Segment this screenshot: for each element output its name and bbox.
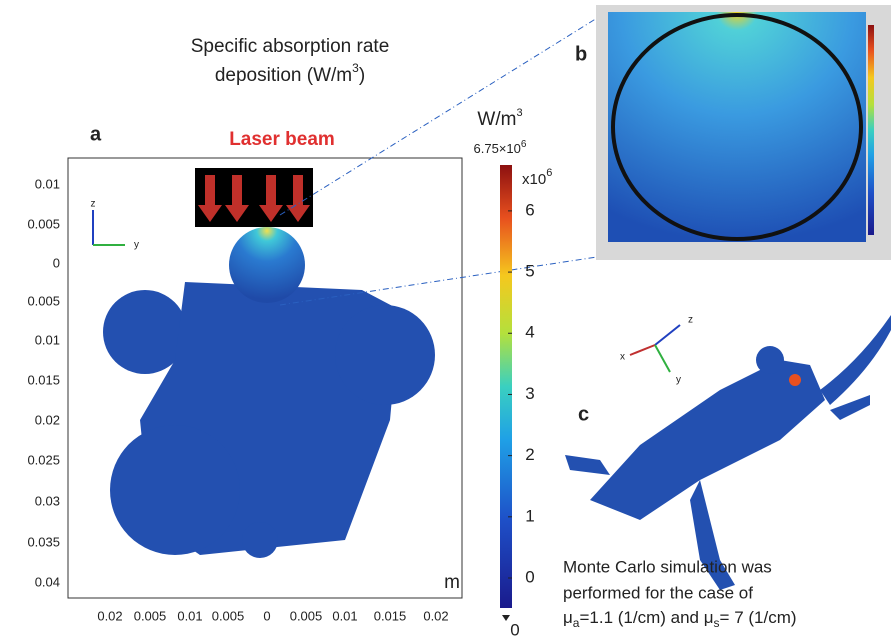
caption-line: performed for the case of [563, 583, 753, 602]
mouse-3d [565, 315, 891, 590]
inset-map [608, 12, 866, 242]
colorbar-max: 6.75×106 [474, 139, 527, 157]
text-part: W/m [477, 109, 516, 130]
text-part: 6 [521, 139, 527, 150]
y-tick-label: 0.035 [27, 534, 60, 549]
x-tick-label: 0.005 [134, 608, 167, 623]
x-tick-label: 0.005 [212, 608, 245, 623]
laser-label: Laser beam [229, 129, 335, 150]
colorbar-tick-label: 3 [525, 384, 534, 403]
colorbar-multiplier: x106 [522, 167, 552, 188]
text-part: x10 [522, 171, 546, 188]
text-part: 6 [546, 167, 552, 179]
axes-triad-3d: z x y [620, 315, 693, 386]
panel-label: a [90, 123, 102, 145]
colorbar-min: 0 [510, 620, 519, 639]
svg-text:y: y [676, 375, 681, 386]
colorbar-unit: W/m3 [477, 107, 522, 130]
title-line: Specific absorption rate [191, 36, 390, 57]
x-tick-label: 0.015 [374, 608, 407, 623]
x-tick-label: 0 [263, 608, 270, 623]
y-tick-label: 0.01 [35, 332, 60, 347]
colorbar-arrow [502, 615, 510, 621]
text-part: 6.75×10 [474, 141, 521, 156]
caption-line: Monte Carlo simulation was [563, 557, 772, 576]
y-tick-label: 0.025 [27, 452, 60, 467]
colorbar-tick-label: 0 [525, 567, 534, 586]
title-line: deposition (W/m3) [215, 61, 365, 86]
y-tick-label: 0.02 [35, 412, 60, 427]
svg-text:x: x [620, 352, 625, 363]
inset-colorbar [868, 25, 874, 235]
colorbar-tick-label: 5 [525, 262, 534, 281]
panel-label: b [575, 43, 587, 65]
colorbar-tick-label: 2 [525, 445, 534, 464]
x-tick-label: 0.01 [177, 608, 202, 623]
figure: z y z x y Specific absorption rate deposi… [0, 0, 891, 639]
x-tick-label: 0.02 [423, 608, 448, 623]
text-part: 3 [516, 107, 522, 119]
svg-text:y: y [134, 240, 139, 251]
svg-text:z: z [688, 315, 693, 326]
y-tick-label: 0 [53, 255, 60, 270]
text-part: deposition (W/m [215, 65, 352, 86]
text-part: μ [563, 608, 573, 627]
svg-text:z: z [91, 199, 96, 210]
y-tick-label: 0.03 [35, 493, 60, 508]
colorbar-tick-label: 1 [525, 506, 534, 525]
y-tick-label: 0.005 [27, 216, 60, 231]
panel-label: c [578, 403, 589, 425]
axis-unit: m [444, 572, 460, 593]
colorbar-tick-label: 4 [525, 323, 534, 342]
hot-spot [789, 374, 801, 386]
y-tick-label: 0.005 [27, 293, 60, 308]
x-tick-label: 0.01 [332, 608, 357, 623]
text-part: =1.1 (1/cm) and μ [579, 608, 713, 627]
text-part: = 7 (1/cm) [720, 608, 797, 627]
colorbar-tick-label: 6 [525, 200, 534, 219]
caption-line: μa=1.1 (1/cm) and μs= 7 (1/cm) [563, 608, 797, 630]
y-tick-label: 0.01 [35, 176, 60, 191]
colorbar [500, 165, 512, 608]
text-part: ) [359, 65, 365, 86]
y-tick-label: 0.04 [35, 574, 60, 589]
y-tick-label: 0.015 [27, 372, 60, 387]
head-slice [229, 227, 305, 303]
x-tick-label: 0.02 [97, 608, 122, 623]
x-tick-label: 0.005 [290, 608, 323, 623]
